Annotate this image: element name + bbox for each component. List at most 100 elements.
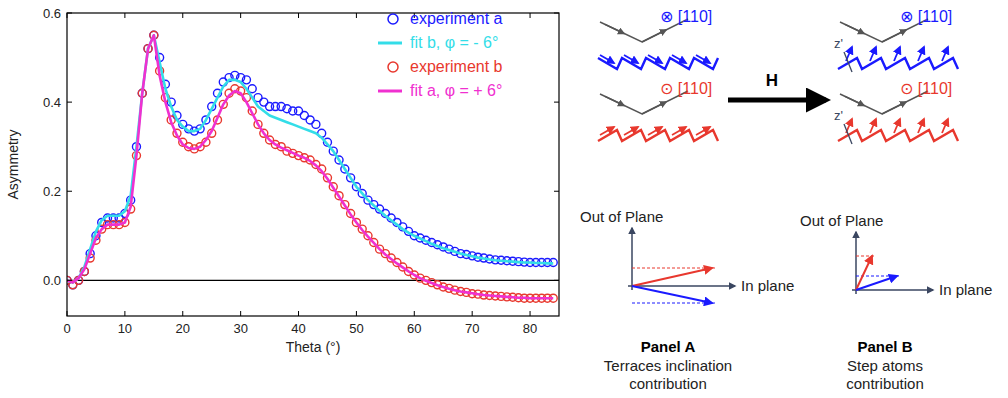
x-tick <box>124 311 125 316</box>
y-tick <box>554 280 559 281</box>
zero-line <box>67 280 559 281</box>
arrow <box>672 127 686 135</box>
y-tick <box>554 191 559 192</box>
y-tick <box>67 280 72 281</box>
arrow <box>672 55 686 63</box>
legend-label: fit b, φ = - 6° <box>410 34 498 51</box>
y-tick-label: 0.2 <box>43 184 61 199</box>
x-tick <box>182 311 183 316</box>
arrow <box>624 55 638 63</box>
x-tick-label: 10 <box>118 321 132 336</box>
y-axis-title: Asymmetry <box>5 130 21 200</box>
guide <box>632 268 716 269</box>
arrow <box>856 276 897 290</box>
arrow <box>852 289 933 291</box>
figure: 010203040506070800.00.20.40.6Theta (°)As… <box>0 0 1008 398</box>
arrow <box>845 96 864 105</box>
x-tick <box>472 311 473 316</box>
x-tick-label: 30 <box>233 321 247 336</box>
y-tick-label: 0.6 <box>43 6 61 21</box>
terraces <box>838 58 958 69</box>
guide <box>632 303 716 304</box>
arrow <box>855 232 857 294</box>
beam-label: ⊗ [110] <box>660 8 712 25</box>
arrow <box>628 285 735 287</box>
y-tick <box>554 102 559 103</box>
x-tick <box>356 13 357 18</box>
arrow <box>624 127 638 135</box>
legend-line <box>378 90 402 93</box>
x-tick <box>356 311 357 316</box>
y-tick-label: 0.4 <box>43 95 61 110</box>
x-tick <box>530 311 531 316</box>
x-tick-label: 80 <box>523 321 537 336</box>
x-tick <box>298 311 299 316</box>
terraces <box>598 130 718 141</box>
terraces <box>838 130 958 141</box>
legend: experiment afit b, φ = - 6°experiment bf… <box>378 10 503 99</box>
beam-label: ⊗ [110] <box>900 8 952 25</box>
scatter-series <box>67 31 557 289</box>
arrow <box>600 127 614 135</box>
panel-title: Panel B <box>857 338 912 355</box>
plot-area <box>67 31 557 302</box>
arrow <box>882 30 906 42</box>
y-tick <box>67 191 72 192</box>
legend-marker <box>388 62 398 72</box>
x-tick <box>240 13 241 18</box>
axis-label: Out of Plane <box>800 212 883 229</box>
x-tick <box>124 13 125 18</box>
legend-label: experiment b <box>410 58 503 75</box>
arrow <box>918 119 924 133</box>
arrow <box>600 55 614 63</box>
panel-caption: Terraces inclination <box>604 357 732 374</box>
panel-caption: Step atoms <box>847 357 923 374</box>
y-tick <box>67 13 72 14</box>
data-point <box>242 76 250 84</box>
arrow <box>696 55 710 63</box>
panel-caption: contribution <box>846 375 924 392</box>
arrow <box>648 127 662 135</box>
x-tick <box>530 13 531 18</box>
step-axis-label: z' <box>834 108 843 123</box>
arrow <box>882 102 906 114</box>
plot-frame <box>67 13 559 316</box>
x-tick <box>67 13 68 18</box>
step-axis <box>844 52 852 72</box>
arrow <box>728 98 826 103</box>
legend-label: experiment a <box>410 10 503 27</box>
step-axis-label: z' <box>834 36 843 51</box>
arrow <box>632 268 712 286</box>
arrow <box>605 96 624 105</box>
arrow <box>642 30 666 42</box>
x-tick <box>298 13 299 18</box>
axis-label: Out of Plane <box>580 208 663 225</box>
arrow <box>605 24 624 33</box>
arrow <box>942 119 948 133</box>
x-tick-label: 0 <box>63 321 70 336</box>
arrow <box>696 127 710 135</box>
beam-label: ⊙ [110] <box>900 80 952 97</box>
terraces <box>598 58 718 69</box>
legend-marker <box>388 14 398 24</box>
x-tick-label: 70 <box>465 321 479 336</box>
x-tick <box>182 13 183 18</box>
x-tick-label: 20 <box>176 321 190 336</box>
y-tick-label: 0.0 <box>43 273 61 288</box>
arrow <box>642 102 666 114</box>
beam-label: ⊙ [110] <box>660 80 712 97</box>
guide <box>856 256 876 257</box>
x-tick-label: 60 <box>407 321 421 336</box>
arrow <box>894 47 900 61</box>
fit-line <box>67 35 553 282</box>
x-tick <box>67 311 68 316</box>
panel-title: Panel A <box>641 338 696 355</box>
data-point <box>312 120 320 128</box>
x-tick-label: 50 <box>349 321 363 336</box>
arrow <box>870 47 876 61</box>
arrow <box>632 286 712 303</box>
legend-line <box>378 42 402 45</box>
axis-label: In plane <box>741 277 794 294</box>
arrow <box>918 47 924 61</box>
x-tick-label: 40 <box>291 321 305 336</box>
